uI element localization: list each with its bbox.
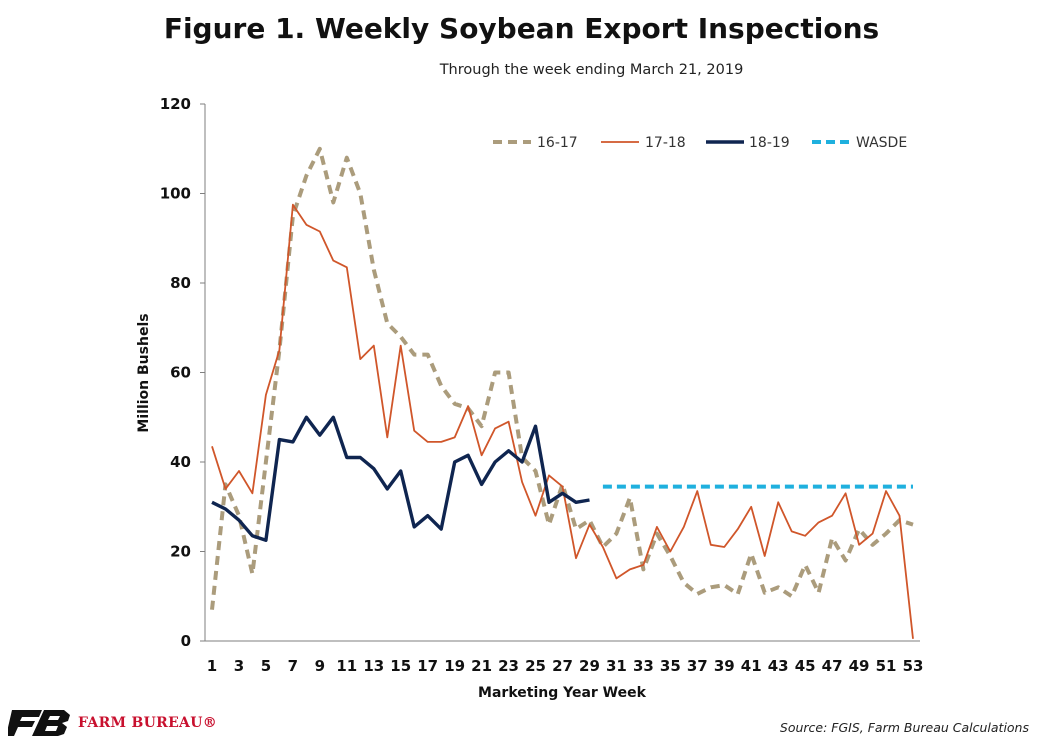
x-tick-label: 9 — [315, 657, 325, 675]
chart-subtitle: Through the week ending March 21, 2019 — [439, 62, 744, 78]
legend-label: 16-17 — [537, 135, 578, 151]
x-tick-label: 7 — [288, 657, 298, 675]
x-tick-label: 1 — [207, 657, 217, 675]
legend-label: 18-19 — [749, 135, 790, 151]
y-tick-label: 60 — [170, 364, 191, 382]
x-tick-label: 37 — [687, 657, 708, 675]
y-axis-label: Million Bushels — [136, 313, 152, 432]
legend-item: 17-18 — [601, 135, 686, 151]
x-tick-label: 3 — [234, 657, 244, 675]
x-tick-label: 17 — [417, 657, 438, 675]
farm-bureau-fb-icon — [8, 710, 70, 736]
x-tick-label: 25 — [525, 657, 546, 675]
x-tick-label: 43 — [768, 657, 789, 675]
x-tick-label: 51 — [876, 657, 897, 675]
legend-item: 16-17 — [493, 135, 578, 151]
x-tick-label: 5 — [261, 657, 271, 675]
legend-item: WASDE — [812, 135, 907, 151]
y-tick-label: 0 — [181, 632, 191, 650]
series-line-18-19 — [211, 415, 590, 542]
x-tick-label: 53 — [903, 657, 924, 675]
series-line-17-18 — [211, 203, 914, 639]
x-tick-label: 45 — [795, 657, 816, 675]
x-tick-label: 39 — [714, 657, 735, 675]
y-tick-label: 20 — [170, 543, 191, 561]
x-tick-label: 13 — [363, 657, 384, 675]
y-tick-label: 80 — [170, 274, 191, 292]
x-tick-label: 47 — [822, 657, 843, 675]
farm-bureau-logo: FARM BUREAU® — [8, 706, 217, 740]
legend-label: WASDE — [856, 135, 907, 151]
x-tick-label: 33 — [633, 657, 654, 675]
series-layer — [210, 146, 914, 639]
x-tick-label: 29 — [579, 657, 600, 675]
source-note: Source: FGIS, Farm Bureau Calculations — [779, 720, 1029, 735]
farm-bureau-wordmark: FARM BUREAU® — [78, 715, 218, 731]
legend: 16-17 17-18 18-19 WASDE — [493, 135, 907, 151]
chart-title: Figure 1. Weekly Soybean Export Inspecti… — [163, 12, 880, 45]
x-tick-label: 49 — [849, 657, 870, 675]
legend-label: 17-18 — [645, 135, 686, 151]
series-line-16-17 — [210, 146, 914, 610]
x-tick-label: 15 — [390, 657, 411, 675]
y-tick-label: 120 — [160, 95, 191, 113]
legend-item: 18-19 — [706, 135, 790, 151]
x-tick-label: 21 — [471, 657, 492, 675]
y-tick-label: 40 — [170, 453, 191, 471]
x-tick-label: 41 — [741, 657, 762, 675]
x-tick-label: 19 — [444, 657, 465, 675]
x-tick-label: 23 — [498, 657, 519, 675]
x-tick-label: 35 — [660, 657, 681, 675]
x-tick-label: 11 — [336, 657, 357, 675]
y-tick-label: 100 — [160, 185, 191, 203]
x-axis-label: Marketing Year Week — [478, 685, 647, 701]
x-tick-label: 31 — [606, 657, 627, 675]
x-tick-label: 27 — [552, 657, 573, 675]
